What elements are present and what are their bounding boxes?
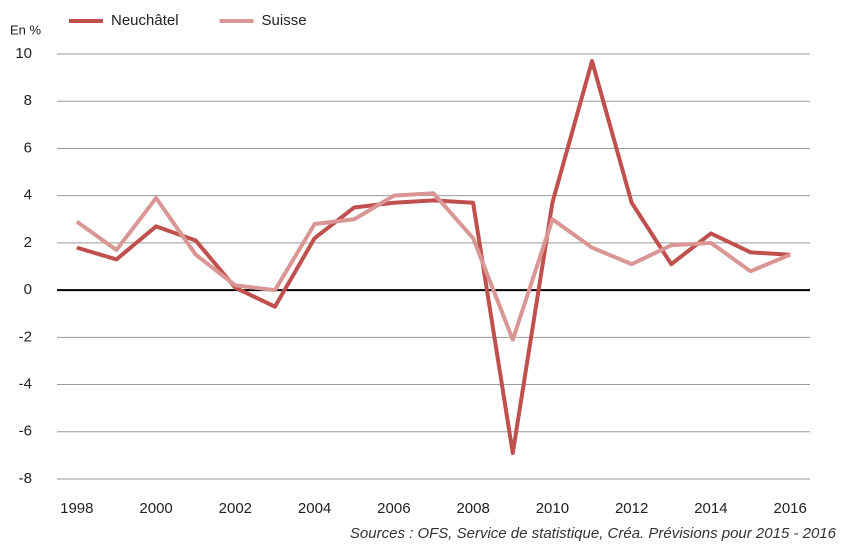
y-tick-label: -6 (19, 423, 32, 440)
y-tick-label: 10 (15, 45, 32, 62)
y-tick-label: -8 (19, 470, 32, 487)
x-tick-label: 2010 (536, 500, 569, 517)
series-line (75, 191, 791, 342)
y-axis-label: En % (10, 22, 42, 37)
y-tick-label: 2 (24, 234, 32, 251)
y-tick-label: 4 (24, 187, 32, 204)
x-tick-label: 2014 (694, 500, 727, 517)
source-note: Sources : OFS, Service de statistique, C… (350, 525, 837, 542)
legend-label: Neuchâtel (111, 12, 179, 29)
y-tick-label: 0 (24, 281, 32, 298)
y-tick-label: 6 (24, 139, 32, 156)
y-tick-label: 8 (24, 92, 32, 109)
x-tick-label: 2004 (298, 500, 331, 517)
y-tick-label: -4 (19, 376, 32, 393)
series-line (76, 59, 791, 456)
y-tick-label: -2 (19, 328, 32, 345)
x-tick-label: 2002 (219, 500, 252, 517)
x-tick-label: 2000 (139, 500, 172, 517)
x-tick-label: 2012 (615, 500, 648, 517)
x-tick-label: 1998 (60, 500, 93, 517)
x-tick-label: 2006 (377, 500, 410, 517)
legend-label: Suisse (262, 12, 307, 29)
x-tick-label: 2016 (773, 500, 806, 517)
x-tick-label: 2008 (456, 500, 489, 517)
